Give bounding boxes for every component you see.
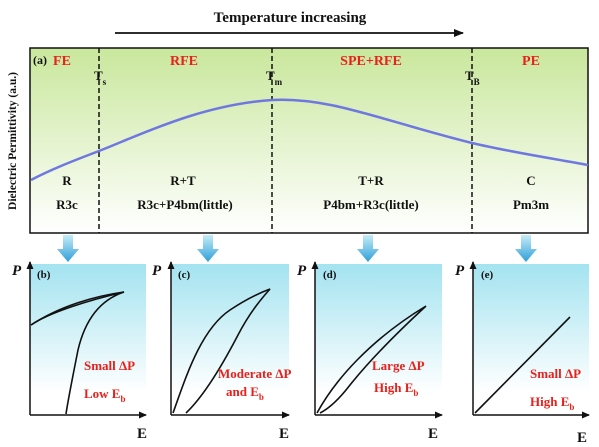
- loop-panel-e-note-1: Small ΔP: [530, 366, 581, 381]
- loop-panel-e-x-label: E: [577, 430, 587, 446]
- structure-r-phase: R: [62, 173, 72, 188]
- transition-tb: TB: [465, 68, 480, 87]
- loop-panel-e-note-2: High Eb: [530, 394, 574, 412]
- loop-panel-d: P E (d) Large ΔP High Eb: [297, 261, 443, 442]
- hysteresis-loop-d: [316, 305, 427, 414]
- panel-a-background: [29, 47, 589, 234]
- hysteresis-loop-b-lower: [30, 291, 125, 326]
- loop-panel-e-y-label: P: [455, 263, 465, 279]
- structure-tr-phase: T+R: [358, 173, 384, 188]
- loop-panel-c-x-label: E: [279, 426, 289, 442]
- permittivity-curve: [30, 98, 589, 182]
- transition-tm: Tm: [266, 68, 283, 87]
- transition-ts: Ts: [94, 68, 107, 87]
- phase-pe: PE: [522, 54, 540, 69]
- loop-panel-b-label: (b): [37, 269, 51, 281]
- down-arrow-d-icon: [357, 235, 379, 262]
- loop-panel-d-x-label: E: [428, 426, 438, 442]
- loop-panel-d-label: (d): [323, 269, 337, 281]
- down-arrows: [57, 235, 537, 262]
- down-arrow-b-icon: [57, 235, 79, 262]
- loop-panel-e: P E (e) Small ΔP High Eb: [455, 261, 590, 446]
- structure-r-space-group: R3c: [56, 197, 78, 212]
- panel-a-label: (a): [33, 53, 47, 67]
- phase-rfe: RFE: [170, 54, 198, 69]
- hysteresis-loop-c: [172, 288, 271, 414]
- hysteresis-loop-b: [30, 291, 125, 415]
- loop-panel-b-note-2: Low Eb: [84, 386, 126, 404]
- panel-a: Dielectric Permittivity (a.u.) (a) FE RF…: [7, 47, 589, 234]
- loop-panel-b: P E (b) Small ΔP Low Eb: [12, 261, 147, 442]
- loop-panel-b-y-label: P: [12, 263, 22, 279]
- loop-panel-c-y-label: P: [152, 263, 162, 279]
- loop-panel-e-background: [473, 264, 589, 415]
- loop-panel-c-label: (c): [178, 269, 191, 281]
- panel-a-y-axis-label: Dielectric Permittivity (a.u.): [7, 72, 19, 210]
- loop-panel-d-note-1: Large ΔP: [372, 358, 425, 373]
- loop-panel-c-note-1: Moderate ΔP: [218, 366, 292, 381]
- structure-c-phase: C: [526, 173, 535, 188]
- loop-panel-d-note-2: High Eb: [374, 380, 418, 398]
- loop-panel-b-x-label: E: [137, 426, 147, 442]
- structure-tr-space-group: P4bm+R3c(little): [323, 197, 419, 212]
- header: Temperature increasing: [115, 10, 464, 37]
- structure-c-space-group: Pm3m: [513, 197, 549, 212]
- loop-panel-c: P E (c) Moderate ΔP and Eb: [152, 261, 292, 442]
- structure-rt-phase: R+T: [170, 173, 196, 188]
- loop-panel-e-label: (e): [481, 269, 494, 281]
- down-arrow-c-icon: [197, 235, 219, 262]
- linear-response-e: [474, 316, 571, 414]
- header-title: Temperature increasing: [214, 10, 367, 26]
- loop-panel-b-note-1: Small ΔP: [84, 358, 135, 373]
- phase-fe: FE: [53, 54, 71, 69]
- loop-panel-d-y-label: P: [297, 263, 307, 279]
- loop-panel-c-note-2: and Eb: [226, 384, 264, 402]
- down-arrow-e-icon: [515, 235, 537, 262]
- phase-spe-rfe: SPE+RFE: [340, 54, 402, 69]
- structure-rt-space-group: R3c+P4bm(little): [137, 197, 233, 212]
- loop-panel-b-background: [30, 264, 146, 415]
